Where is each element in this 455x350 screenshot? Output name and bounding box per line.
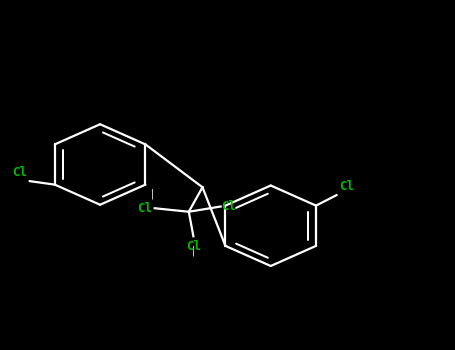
Text: Cl: Cl	[186, 240, 201, 253]
Text: |: |	[192, 245, 195, 255]
Text: Cl: Cl	[222, 200, 237, 213]
Text: Cl: Cl	[137, 202, 152, 215]
Text: Cl: Cl	[12, 166, 27, 179]
Text: |: |	[151, 189, 154, 199]
Text: Cl: Cl	[339, 180, 354, 193]
